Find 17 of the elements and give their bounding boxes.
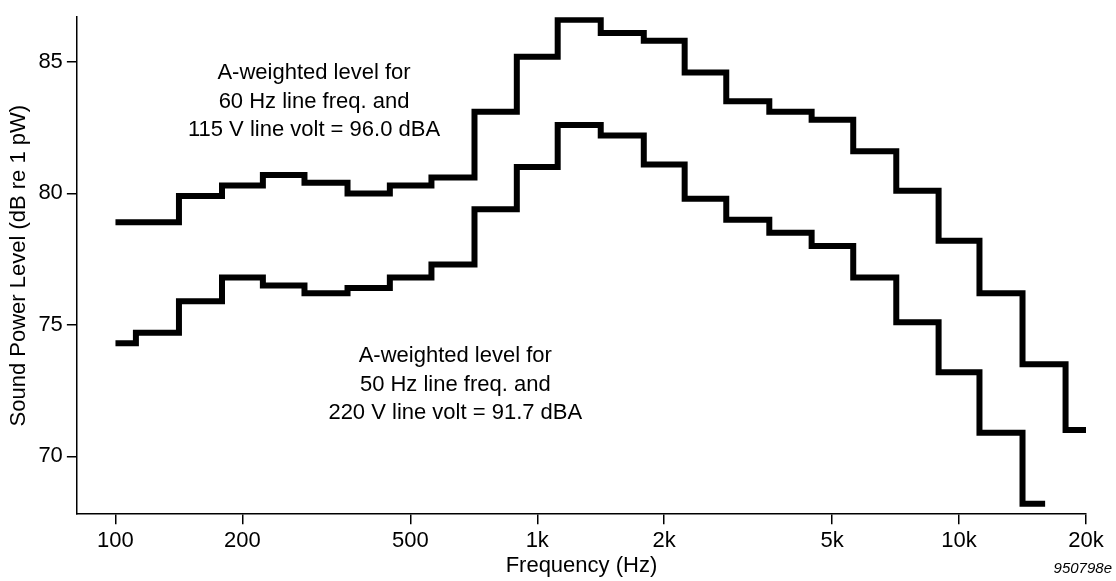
- y-tick-label: 85: [38, 47, 63, 73]
- y-tick-label: 80: [38, 179, 63, 205]
- annotation: A-weighted level for 50 Hz line freq. and 220 V line volt = 91.7 dBA: [328, 342, 583, 425]
- x-tick-label: 5k: [820, 527, 845, 553]
- y-axis-title: Sound Power Level (dB re 1 pW): [5, 104, 31, 427]
- x-axis-title: Frequency (Hz): [505, 551, 658, 577]
- x-tick-label: 20k: [1068, 527, 1105, 553]
- annotation: A-weighted level for 60 Hz line freq. and 115 V line volt = 96.0 dBA: [187, 58, 441, 142]
- x-tick-label: 500: [391, 527, 429, 553]
- y-tick-label: 70: [38, 442, 63, 468]
- x-tick-label: 10k: [941, 527, 978, 553]
- x-tick-label: 1k: [525, 527, 550, 553]
- x-tick-label: 2k: [652, 527, 677, 553]
- y-tick-label: 75: [38, 310, 63, 336]
- x-tick-label: 100: [97, 527, 134, 553]
- text: 950798e: [1053, 558, 1112, 576]
- x-tick-label: 200: [224, 527, 261, 553]
